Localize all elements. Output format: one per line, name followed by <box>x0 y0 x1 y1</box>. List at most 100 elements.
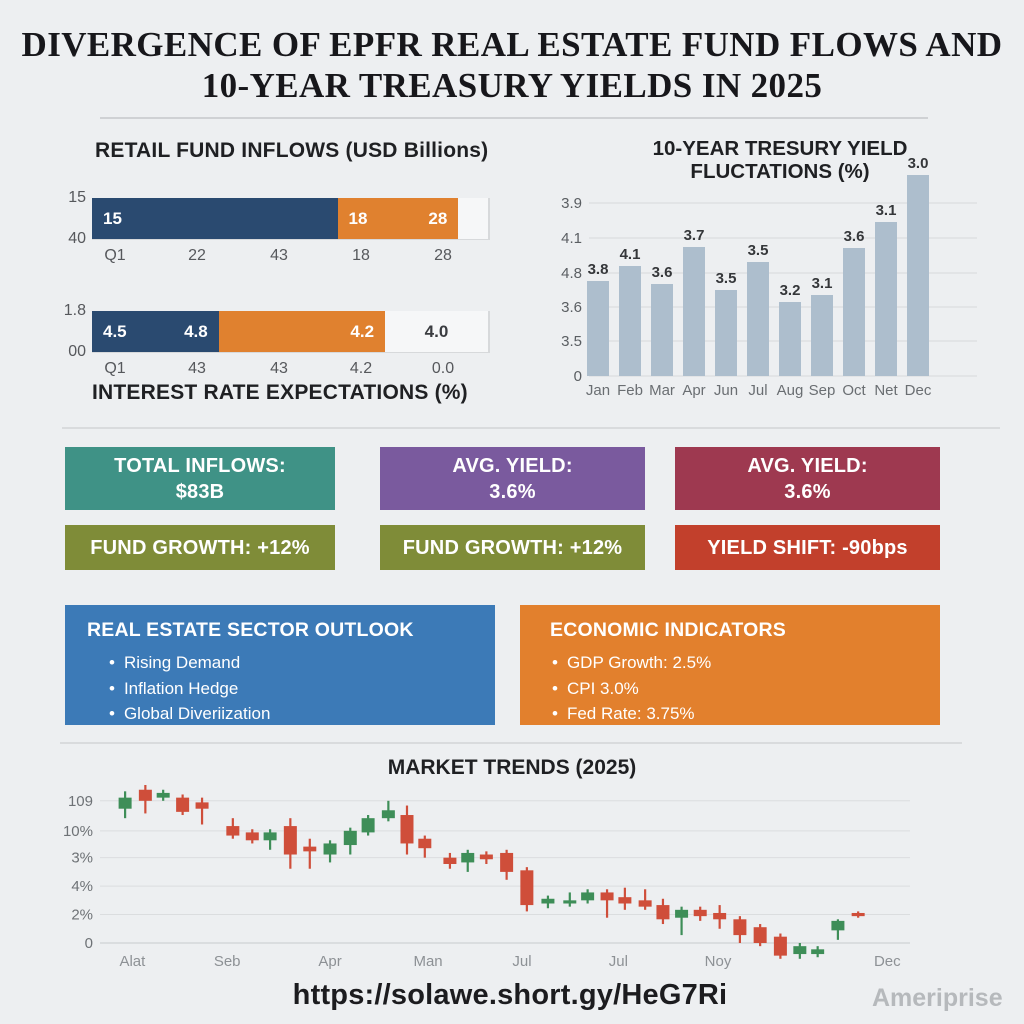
x-axis-tick: Aug <box>777 382 804 399</box>
x-axis-tick: Jul <box>609 953 628 970</box>
candle-up <box>118 797 132 809</box>
treasury-bar <box>587 281 609 376</box>
bar-segment-label: 4.2 <box>350 322 375 341</box>
treasury-yield-chart: 3.9 4.1 4.8 3.6 3.5 0 3.8 Jan 4.1 Feb 3.6 Mar 3.7 Apr… <box>561 155 977 399</box>
bar-value-label: 3.7 <box>684 227 705 244</box>
candle-down <box>283 826 297 855</box>
bar-value-label: 4.1 <box>620 246 641 263</box>
candle-down <box>753 927 767 943</box>
bar-segment-label: 4.0 <box>424 322 449 341</box>
x-axis-tick: Sep <box>809 382 836 399</box>
x-axis-tick: Dec <box>874 953 901 970</box>
fund-growth-2-box: FUND GROWTH: +12% <box>380 525 645 570</box>
candle-up <box>675 909 689 918</box>
candle-down <box>479 854 493 860</box>
y-axis-tick: 1.8 <box>63 302 86 319</box>
treasury-title-line1: 10-YEAR TRESURY YIELD <box>652 137 908 160</box>
page-title-line1: DIVERGENCE OF EPFR REAL ESTATE FUND FLOW… <box>21 25 1003 64</box>
candle-down <box>713 912 727 920</box>
brand-watermark: Ameriprise <box>872 984 1003 1012</box>
real-estate-sector-outlook-title: REAL ESTATE SECTOR OUTLOOK <box>87 619 414 641</box>
candle-up <box>831 920 845 931</box>
economic-indicators-box: ECONOMIC INDICATORS GDP Growth: 2.5%CPI 3… <box>520 605 940 725</box>
bar-value-label: 3.1 <box>876 202 897 219</box>
candle-down <box>500 852 514 872</box>
market-trends-title: MARKET TRENDS (2025) <box>387 756 637 779</box>
total-inflows-box: TOTAL INFLOWS: $83B <box>65 447 335 510</box>
x-axis-tick: Jul <box>748 382 767 399</box>
avg-yield-1-box: AVG. YIELD: 3.6% <box>380 447 645 510</box>
candle-up <box>563 900 577 904</box>
x-axis-tick: Apr <box>682 382 705 399</box>
x-axis-tick: 43 <box>270 360 288 377</box>
y-axis-tick: 0 <box>85 935 93 952</box>
treasury-bar <box>843 248 865 376</box>
bar-segment: 4.5 4.8 <box>92 311 219 352</box>
y-axis-tick: 3% <box>71 850 93 867</box>
list-item: GDP Growth: 2.5% <box>552 650 940 676</box>
x-axis-tick: 43 <box>188 360 206 377</box>
interest-rate-expectations-title: INTEREST RATE EXPECTATIONS (%) <box>92 381 468 404</box>
candle-up <box>156 792 170 798</box>
candle-down <box>195 802 209 809</box>
bar-value-label: 3.6 <box>844 228 865 245</box>
bar-value-label: 3.6 <box>652 264 673 281</box>
bar-segment: 4.2 <box>218 311 386 352</box>
treasury-bar <box>779 302 801 376</box>
candle-down <box>138 789 152 801</box>
candle-down <box>733 919 747 936</box>
candle-down <box>618 897 632 904</box>
bar-value-label: 3.0 <box>908 155 929 172</box>
candle-up <box>793 946 807 955</box>
y-axis-tick: 0 <box>574 368 582 385</box>
y-axis-tick: 10% <box>63 823 93 840</box>
candle-down <box>400 815 414 844</box>
x-axis-tick: 22 <box>188 247 206 264</box>
y-axis-tick: 15 <box>68 189 86 206</box>
bar-segment: 4.0 <box>385 311 488 352</box>
treasury-bar <box>619 266 641 376</box>
candle-down <box>773 936 787 956</box>
list-item: CPI 3.0% <box>552 676 940 702</box>
real-estate-sector-outlook-list: Rising DemandInflation HedgeGlobal Diver… <box>65 650 495 727</box>
y-axis-tick: 3.9 <box>561 195 582 212</box>
fund-growth-2-label: FUND GROWTH: +12% <box>402 536 623 559</box>
candle-up <box>263 832 277 841</box>
treasury-bar <box>875 222 897 376</box>
x-axis-tick: Noy <box>705 953 732 970</box>
x-axis-tick: Alat <box>119 953 146 970</box>
short-url-link[interactable]: https://solawe.short.gy/HeG7Ri <box>292 979 728 1011</box>
real-estate-sector-outlook-box: REAL ESTATE SECTOR OUTLOOK Rising DemandI… <box>65 605 495 725</box>
retail-chart-title: RETAIL FUND INFLOWS (USD Billions) <box>95 139 489 162</box>
candle-down <box>520 870 534 906</box>
x-axis-tick: 18 <box>352 247 370 264</box>
section-divider-mid <box>62 427 1000 429</box>
page-title-line2: 10-YEAR TREASURY YIELDS IN 2025 <box>201 66 823 105</box>
y-axis-tick: 3.5 <box>561 333 582 350</box>
x-axis-tick: Mar <box>649 382 675 399</box>
total-inflows-label: TOTAL INFLOWS: <box>114 454 286 477</box>
candle-up <box>811 949 825 955</box>
treasury-bar <box>715 290 737 376</box>
list-item: Inflation Hedge <box>109 676 495 702</box>
economic-indicators-list: GDP Growth: 2.5%CPI 3.0%Fed Rate: 3.75% <box>520 650 940 727</box>
treasury-bar <box>747 262 769 376</box>
x-axis-tick: Jul <box>512 953 531 970</box>
y-axis-tick: 4.8 <box>561 265 582 282</box>
bar-segment-label: 15 <box>103 209 122 228</box>
candle-up <box>541 898 555 904</box>
bar-value-label: 3.2 <box>780 282 801 299</box>
bar-value-label: 3.5 <box>716 270 737 287</box>
yield-shift-label: YIELD SHIFT: -90bps <box>707 536 908 559</box>
candle-down <box>693 909 707 917</box>
x-axis-tick: Q1 <box>104 247 126 264</box>
y-axis-tick: 3.6 <box>561 299 582 316</box>
title-divider <box>100 117 928 119</box>
avg-yield-2-box: AVG. YIELD: 3.6% <box>675 447 940 510</box>
y-axis-tick: 109 <box>68 793 93 810</box>
bar-segment-label: 4.5 <box>103 322 127 341</box>
list-item: Rising Demand <box>109 650 495 676</box>
avg-yield-1-value: 3.6% <box>489 480 536 503</box>
list-item: Global Diveriization <box>109 701 495 727</box>
avg-yield-2-label: AVG. YIELD: <box>747 454 868 477</box>
